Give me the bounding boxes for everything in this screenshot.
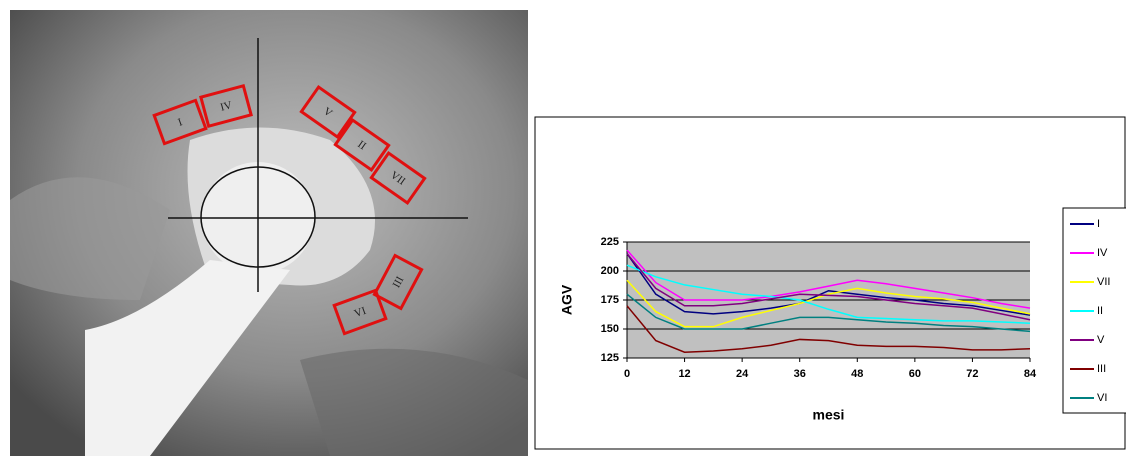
- x-axis-label: mesi: [813, 407, 845, 423]
- y-tick-label: 200: [601, 265, 619, 277]
- x-tick-label: 12: [678, 368, 690, 380]
- legend-label: II: [1097, 305, 1103, 317]
- y-tick-label: 175: [601, 294, 619, 306]
- x-tick-label: 24: [736, 368, 749, 380]
- legend-label: I: [1097, 218, 1100, 230]
- xray-image: [10, 10, 528, 456]
- legend-label: IV: [1097, 247, 1108, 259]
- y-tick-label: 225: [601, 236, 619, 248]
- y-tick-label: 150: [601, 323, 619, 335]
- x-tick-label: 48: [851, 368, 863, 380]
- x-tick-label: 60: [909, 368, 921, 380]
- legend-label: VI: [1097, 392, 1107, 404]
- legend-label: VII: [1097, 276, 1110, 288]
- legend-label: V: [1097, 334, 1105, 346]
- x-tick-label: 36: [794, 368, 806, 380]
- x-tick-label: 84: [1024, 368, 1037, 380]
- x-tick-label: 0: [624, 368, 630, 380]
- y-axis-label: AGV: [559, 284, 575, 315]
- figure: IIVVIIVIIIIIVI 1251501752002250122436486…: [0, 0, 1126, 459]
- x-tick-label: 72: [966, 368, 978, 380]
- y-tick-label: 125: [601, 352, 619, 364]
- legend-label: III: [1097, 363, 1106, 375]
